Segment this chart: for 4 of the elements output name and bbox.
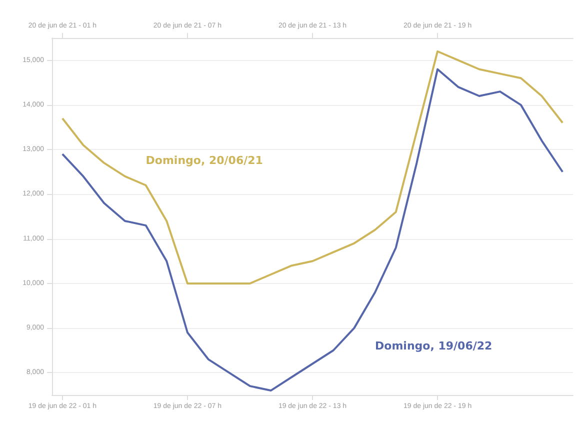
line-series [61, 68, 564, 392]
series-label: Domingo, 20/06/21 [146, 154, 263, 168]
text: Domingo, 19/06/22 [375, 339, 492, 352]
line-series [61, 50, 564, 284]
